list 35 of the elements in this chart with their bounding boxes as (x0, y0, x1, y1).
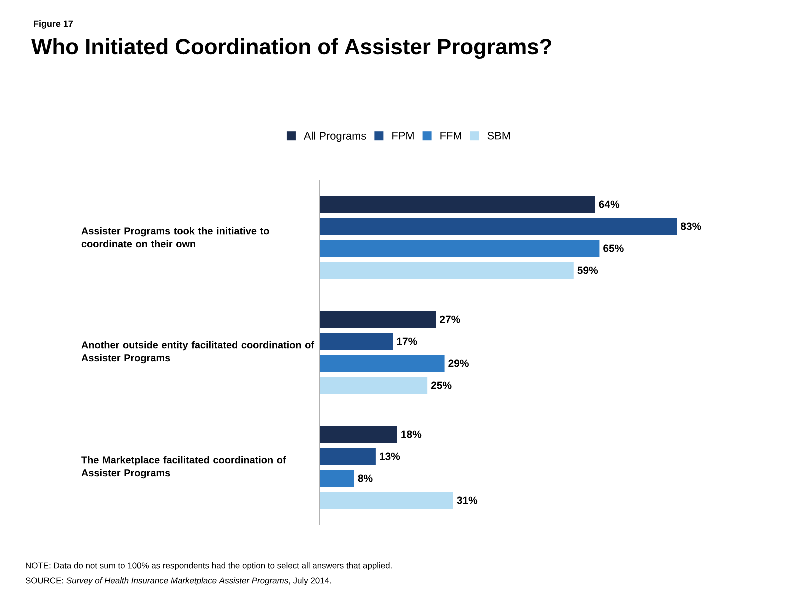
bar (320, 426, 398, 444)
text: Figure 17 (34, 20, 73, 29)
data-label: 8% (358, 474, 373, 482)
data-label: 64% (599, 200, 620, 208)
bar (320, 448, 376, 466)
data-label: 65% (604, 244, 624, 252)
legend-label: SBM (488, 132, 510, 140)
bar (320, 492, 454, 510)
data-label: 13% (380, 452, 400, 460)
text: NOTE: Data do not sum to 100% as respondents had the option to select all answers that applied. (26, 562, 392, 570)
data-label: 31% (457, 496, 478, 504)
data-label: 17% (397, 338, 418, 346)
legend-label: All Programs (304, 132, 366, 142)
bar (320, 377, 428, 394)
bar (320, 333, 394, 350)
bar (320, 311, 436, 328)
bar (320, 240, 600, 257)
bar (320, 470, 354, 488)
y-tick-label: The Marketplace facilitated coordination of Assister Programs (82, 456, 286, 479)
bar (320, 355, 445, 372)
y-tick-label: Assister Programs took the initiative to coordinate on their own (82, 227, 270, 248)
bar (320, 218, 678, 235)
data-label: 25% (431, 382, 452, 390)
chart-title: Who Initiated Coordination of Assister Programs? (32, 38, 552, 60)
data-label: 29% (448, 360, 469, 368)
legend-label: FFM (440, 132, 462, 140)
y-tick-label: Another outside entity facilitated coordination of Assister Programs (82, 341, 315, 364)
legend-label: FPM (392, 132, 414, 140)
bar (320, 262, 574, 279)
data-label: 59% (578, 266, 598, 274)
source-note: SOURCE: Survey of Health Insurance Marketplace Assister Programs, July 2014. (26, 578, 332, 586)
data-label: 83% (681, 222, 702, 230)
data-label: 18% (402, 430, 422, 438)
data-label: 27% (440, 316, 460, 324)
bar (320, 196, 596, 213)
